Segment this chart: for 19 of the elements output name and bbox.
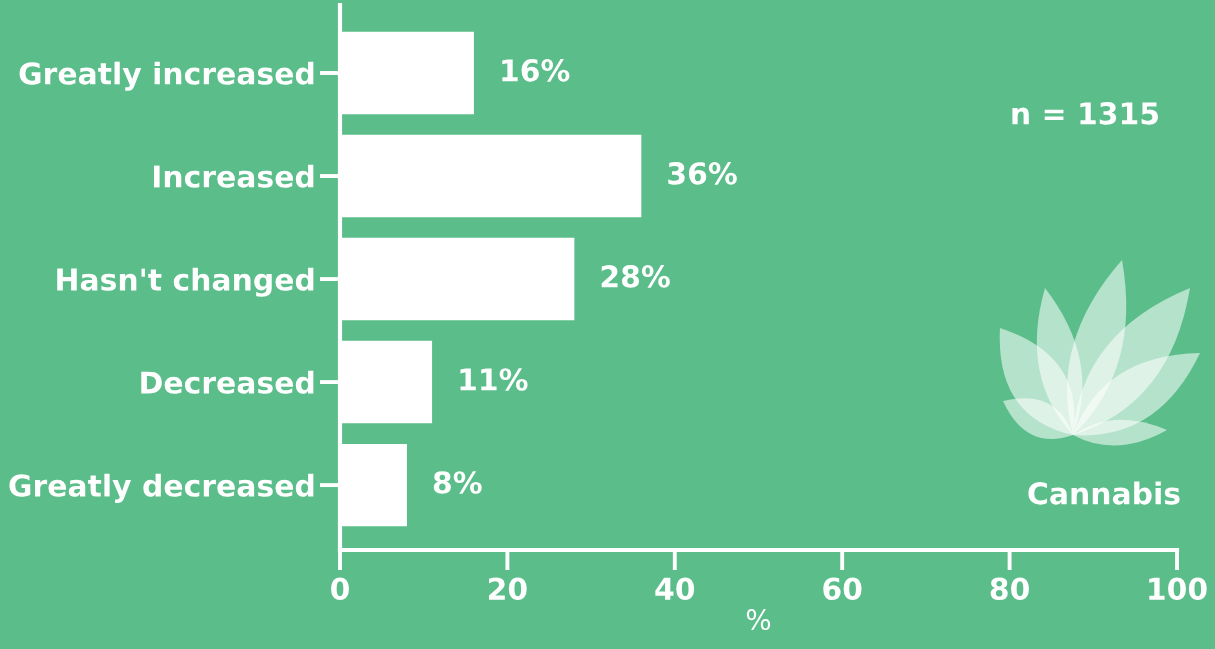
data-label: 11%: [460, 368, 528, 391]
x-tick-label: 60: [823, 577, 862, 601]
data-label: 28%: [601, 265, 670, 288]
y-tick-label: Hasn't changed: [57, 267, 314, 297]
x-tick-label: 80: [990, 577, 1029, 601]
y-tick-label: Decreased: [141, 370, 314, 394]
data-label: 16%: [502, 59, 570, 82]
data-label: 36%: [668, 162, 737, 185]
x-tick-label: 20: [488, 577, 527, 601]
x-tick-label: 0: [331, 577, 349, 601]
annotation: n = 1315: [1012, 102, 1159, 125]
annotation: Cannabis: [1028, 481, 1180, 505]
x-tick-label: 100: [1149, 577, 1207, 601]
x-tick-label: 40: [655, 577, 695, 601]
x-axis-title: %: [746, 609, 771, 631]
y-tick-label: Greatly decreased: [9, 473, 314, 503]
data-label: 8%: [433, 471, 482, 494]
y-tick-label: Greatly increased: [19, 61, 314, 91]
y-tick-label: Increased: [153, 164, 314, 188]
